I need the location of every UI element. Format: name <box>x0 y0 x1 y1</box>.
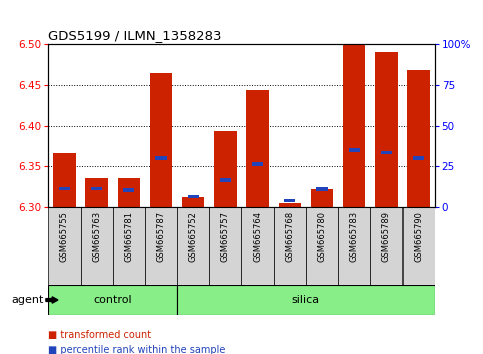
Bar <box>113 207 145 285</box>
Text: ■ transformed count: ■ transformed count <box>48 330 152 339</box>
Text: GSM665780: GSM665780 <box>317 211 327 262</box>
Text: GSM665755: GSM665755 <box>60 211 69 262</box>
Bar <box>209 207 242 285</box>
Bar <box>177 285 435 315</box>
Bar <box>279 203 301 207</box>
Bar <box>123 188 134 192</box>
Bar <box>381 151 392 154</box>
Bar <box>311 189 333 207</box>
Bar <box>48 285 177 315</box>
Bar <box>182 197 204 207</box>
Text: GSM665757: GSM665757 <box>221 211 230 262</box>
Text: GSM665764: GSM665764 <box>253 211 262 262</box>
Bar <box>150 73 172 207</box>
Text: ■ percentile rank within the sample: ■ percentile rank within the sample <box>48 346 226 354</box>
Bar <box>375 52 398 207</box>
Text: GSM665790: GSM665790 <box>414 211 423 262</box>
Text: agent: agent <box>11 295 43 305</box>
Bar <box>413 156 424 160</box>
Bar <box>370 207 402 285</box>
Bar <box>407 70 430 207</box>
Text: control: control <box>93 295 132 305</box>
Bar <box>274 207 306 285</box>
Bar <box>242 207 274 285</box>
Text: GSM665763: GSM665763 <box>92 211 101 262</box>
Bar <box>214 131 237 207</box>
Text: silica: silica <box>292 295 320 305</box>
Text: GSM665783: GSM665783 <box>350 211 359 262</box>
Text: GSM665781: GSM665781 <box>124 211 133 262</box>
Bar <box>402 207 435 285</box>
Bar <box>48 207 81 285</box>
Bar <box>177 207 209 285</box>
Text: GSM665789: GSM665789 <box>382 211 391 262</box>
Bar <box>156 156 167 160</box>
Bar <box>252 162 263 166</box>
Text: GSM665768: GSM665768 <box>285 211 294 262</box>
Bar <box>187 195 199 198</box>
Bar <box>85 178 108 207</box>
Bar <box>117 178 140 207</box>
Bar <box>349 148 360 152</box>
Bar <box>316 187 327 191</box>
Bar <box>246 90 269 207</box>
Bar <box>220 178 231 182</box>
Text: GSM665787: GSM665787 <box>156 211 166 262</box>
Bar <box>343 44 366 207</box>
Bar <box>91 187 102 190</box>
Bar <box>338 207 370 285</box>
Bar <box>59 187 70 190</box>
Bar <box>145 207 177 285</box>
Bar <box>53 153 76 207</box>
Text: GSM665752: GSM665752 <box>189 211 198 262</box>
Bar <box>284 199 296 202</box>
Bar <box>81 207 113 285</box>
Text: GDS5199 / ILMN_1358283: GDS5199 / ILMN_1358283 <box>48 29 222 42</box>
Bar <box>306 207 338 285</box>
